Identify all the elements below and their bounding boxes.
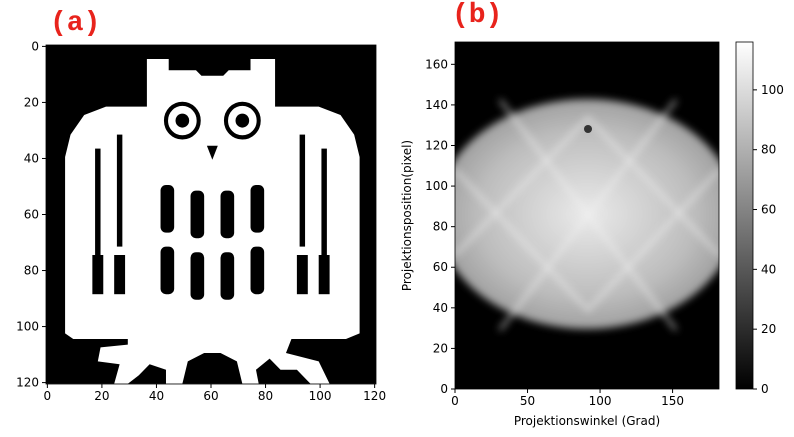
colorbar: [735, 41, 754, 390]
y-tick-label: 100: [425, 179, 448, 193]
y-tick-label: 0: [440, 382, 448, 396]
y-tick-label: 0: [31, 39, 39, 53]
y-axis-label: Projektionsposition(pixel): [400, 140, 414, 291]
colorbar-tick-label: 40: [761, 262, 776, 276]
panel-title: (a): [50, 8, 100, 39]
colorbar-tick-label: 60: [761, 203, 776, 217]
y-tick-label: 40: [433, 301, 448, 315]
x-tick-label: 20: [94, 389, 109, 403]
colorbar-tick-label: 20: [761, 322, 776, 336]
y-tick-label: 20: [433, 341, 448, 355]
y-tick-label: 80: [433, 220, 448, 234]
axes-frame: [454, 41, 720, 390]
x-tick-label: 150: [661, 394, 684, 408]
x-tick-label: 0: [44, 389, 52, 403]
colorbar-tick-label: 80: [761, 143, 776, 157]
colorbar-tick-label: 0: [761, 382, 769, 396]
y-tick-label: 60: [433, 260, 448, 274]
y-tick-label: 140: [425, 98, 448, 112]
x-tick-label: 100: [309, 389, 332, 403]
x-axis-label: Projektionswinkel (Grad): [514, 414, 660, 428]
y-tick-label: 20: [24, 95, 39, 109]
y-tick-label: 100: [16, 320, 39, 334]
x-tick-label: 40: [149, 389, 164, 403]
y-tick-label: 40: [24, 151, 39, 165]
owl-image: [46, 45, 376, 384]
y-tick-label: 120: [16, 376, 39, 390]
y-tick-label: 80: [24, 264, 39, 278]
y-tick-label: 160: [425, 57, 448, 71]
panel-title: (b): [452, 0, 502, 31]
x-tick-label: 50: [520, 394, 535, 408]
x-tick-label: 80: [258, 389, 273, 403]
x-tick-label: 120: [363, 389, 386, 403]
x-tick-label: 60: [203, 389, 218, 403]
x-tick-label: 0: [451, 394, 459, 408]
x-tick-label: 100: [589, 394, 612, 408]
colorbar-tick-label: 100: [761, 83, 784, 97]
y-tick-label: 120: [425, 138, 448, 152]
sinogram-image: [455, 42, 719, 389]
y-tick-label: 60: [24, 208, 39, 222]
